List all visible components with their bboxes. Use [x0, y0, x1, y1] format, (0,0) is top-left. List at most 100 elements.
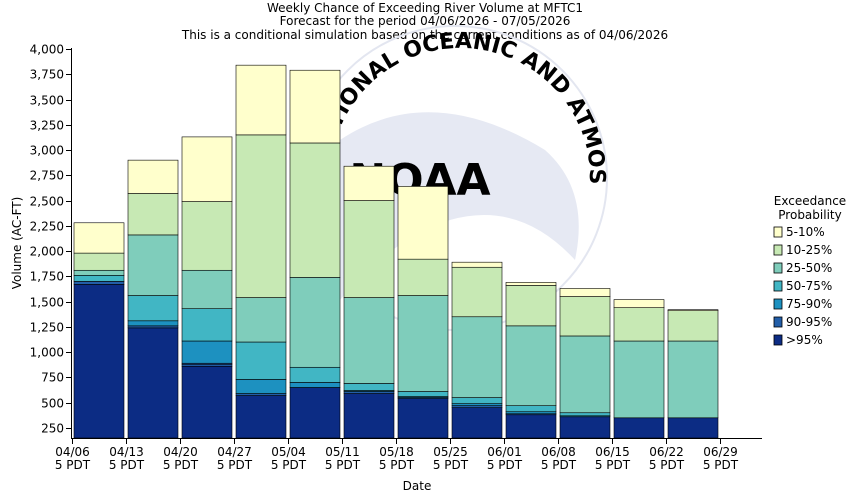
bar-segment — [343, 391, 395, 394]
bar-segment — [559, 416, 611, 439]
bar-segment — [505, 282, 557, 286]
x-tick-label-time: 5 PDT — [433, 458, 469, 472]
bar-segment — [235, 395, 287, 439]
x-tick-label-time: 5 PDT — [595, 458, 631, 472]
y-tick-label: 2,000 — [30, 245, 64, 259]
bar-segment — [613, 307, 665, 342]
y-tick-label: 1,500 — [30, 296, 64, 310]
bar-segment — [289, 382, 341, 388]
x-tick-label-time: 5 PDT — [487, 458, 523, 472]
legend-entries: 5-10% 10-25% 25-50% 50-75% 75-90% 90-95% >95% — [773, 225, 832, 347]
legend-swatch — [773, 298, 783, 310]
bar-segment — [451, 397, 503, 404]
bar-segment — [343, 200, 395, 298]
legend-label: 50-75% — [786, 279, 832, 293]
y-axis: 250 500 750 1,000 1,250 1,500 1,750 2,000 2,250 2… — [30, 43, 71, 436]
bar-segment — [127, 234, 179, 296]
bar-segment — [397, 295, 449, 392]
legend-label: 5-10% — [786, 225, 825, 239]
week-bar — [127, 159, 179, 439]
legend-label: 10-25% — [786, 243, 832, 257]
x-tick-label-time: 5 PDT — [109, 458, 145, 472]
bar-segment — [451, 316, 503, 398]
x-tick-label-date: 04/13 — [109, 445, 144, 459]
bar-segment — [127, 295, 179, 322]
bar-segment — [127, 320, 179, 327]
y-tick-label: 3,500 — [30, 94, 64, 108]
bar-segment — [343, 393, 395, 439]
bar-segment — [181, 269, 233, 309]
bar-segment — [235, 393, 287, 396]
bar-segment — [451, 405, 503, 408]
bar-segment — [613, 299, 665, 308]
x-tick-label-time: 5 PDT — [217, 458, 253, 472]
y-tick-label: 1,250 — [30, 321, 64, 335]
x-tick-label-date: 06/29 — [703, 445, 738, 459]
x-tick-label-time: 5 PDT — [379, 458, 415, 472]
bar-segment — [73, 252, 125, 271]
week-bar — [397, 186, 449, 439]
bar-segment — [127, 193, 179, 236]
week-bar — [451, 261, 503, 439]
bar-segment — [667, 310, 719, 342]
legend-swatch — [773, 262, 783, 274]
week-bar — [73, 222, 125, 439]
bar-segment — [397, 186, 449, 260]
legend-swatch — [773, 280, 783, 292]
x-tick-label-time: 5 PDT — [649, 458, 685, 472]
chart-subtitle-forecast: Forecast for the period 04/06/2026 - 07/… — [280, 14, 571, 28]
bar-segment — [235, 134, 287, 298]
legend-label: 25-50% — [786, 261, 832, 275]
bar-segment — [397, 391, 449, 397]
week-bar — [235, 64, 287, 439]
x-tick-label-time: 5 PDT — [325, 458, 361, 472]
bar-segment — [127, 159, 179, 194]
legend-label: >95% — [786, 333, 823, 347]
bar-segment — [559, 296, 611, 337]
bar-segment — [505, 325, 557, 406]
x-tick-label-date: 05/11 — [325, 445, 360, 459]
bar-segment — [559, 412, 611, 417]
bar-segment — [181, 201, 233, 271]
bar-segment — [289, 366, 341, 383]
bar-segment — [505, 411, 557, 415]
x-tick-label-date: 05/18 — [379, 445, 414, 459]
y-tick-label: 500 — [41, 397, 64, 411]
bar-segment — [235, 341, 287, 380]
x-axis-label: Date — [403, 479, 432, 493]
x-tick-label-time: 5 PDT — [163, 458, 199, 472]
chart-subtitle-conditions: This is a conditional simulation based o… — [181, 28, 668, 42]
x-tick-label-date: 04/06 — [55, 445, 90, 459]
y-tick-label: 3,250 — [30, 119, 64, 133]
y-tick-label: 3,750 — [30, 68, 64, 82]
bar-segment — [73, 275, 125, 282]
bar-segment — [73, 222, 125, 254]
x-tick-label-date: 05/25 — [433, 445, 468, 459]
bar-segment — [451, 407, 503, 439]
bars — [73, 64, 719, 439]
bar-segment — [343, 297, 395, 384]
x-tick-label-time: 5 PDT — [55, 458, 91, 472]
bar-segment — [343, 165, 395, 201]
legend-label: 90-95% — [786, 315, 832, 329]
y-tick-label: 2,250 — [30, 220, 64, 234]
bar-segment — [181, 340, 233, 364]
legend-swatch — [773, 334, 783, 346]
week-bar — [289, 69, 341, 439]
y-tick-label: 1,750 — [30, 270, 64, 284]
legend-swatch — [773, 244, 783, 256]
x-tick-label-date: 04/20 — [163, 445, 198, 459]
bar-segment — [181, 136, 233, 202]
x-tick-label-date: 04/27 — [217, 445, 252, 459]
y-tick-label: 4,000 — [30, 43, 64, 57]
bar-segment — [397, 398, 449, 439]
bar-segment — [343, 383, 395, 391]
week-bar — [343, 165, 395, 439]
y-tick-label: 3,000 — [30, 144, 64, 158]
chart-title: Weekly Chance of Exceeding River Volume … — [267, 1, 583, 15]
legend-label: 75-90% — [786, 297, 832, 311]
bar-segment — [667, 309, 719, 311]
bar-segment — [613, 417, 665, 439]
